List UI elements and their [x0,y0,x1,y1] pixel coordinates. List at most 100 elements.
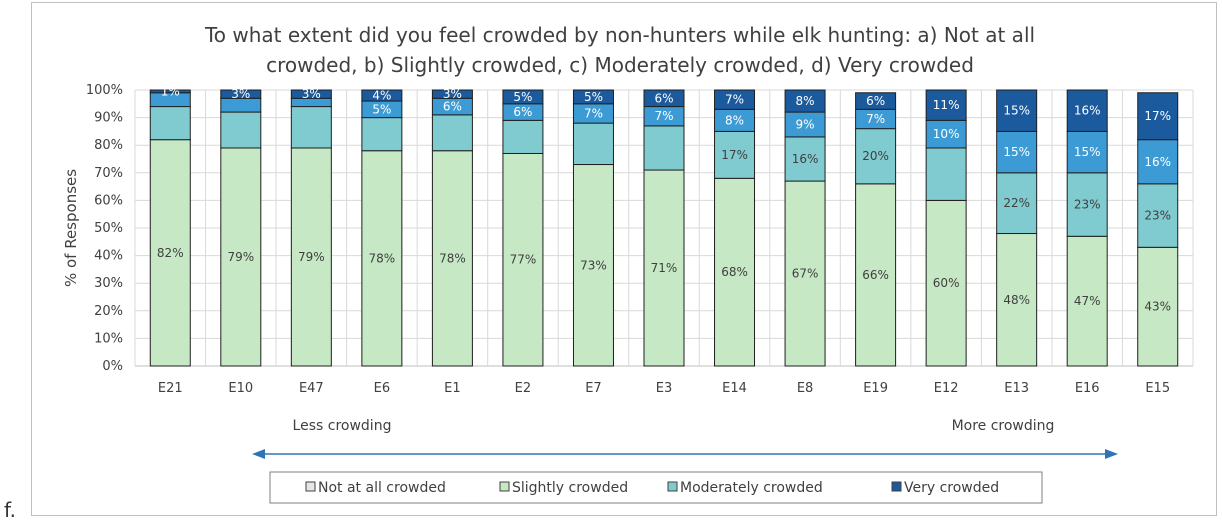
x-tick-label: E16 [1075,381,1100,396]
data-label: 78% [369,251,396,265]
data-label: 11% [933,98,960,112]
arrow-right-icon [1105,449,1118,459]
bar-segment [220,111,262,149]
data-label: 15% [1074,145,1101,159]
y-tick-label: 70% [94,166,123,181]
legend-box [269,471,1043,504]
data-label: 16% [1144,155,1171,169]
data-label: 6% [654,91,673,105]
bar-segment [220,147,262,367]
bar-stack-e6: 78% 5%4% [361,89,403,367]
y-tick-label: 80% [94,138,123,153]
bar-segment [502,89,544,105]
y-tick-label: 30% [94,276,123,291]
bar-segment [1066,172,1108,237]
data-label: 10% [933,127,960,141]
bar-stack-e12: 60% 10% 11% [925,89,967,367]
data-label: 77% [510,253,537,267]
y-axis-ticks: 0% 10% 20% 30% 40% 50% 60% 70% 80% 90% 100% [86,83,123,374]
bar-segment [220,89,262,99]
x-tick-label: E8 [797,381,814,396]
bar-stack-e8: 67% 16% 9% 8% [784,89,826,367]
bar-segment [149,89,191,94]
bar-segment [855,92,897,110]
y-axis-label: % of Responses [62,169,80,287]
x-tick-label: E14 [722,381,747,396]
bar-segment [996,233,1038,367]
y-tick-label: 90% [94,111,123,126]
bar-segment [502,152,544,367]
chart-title-line-2: crowded, b) Slightly crowded, c) Moderat… [266,53,974,77]
y-tick-label: 60% [94,193,123,208]
bar-stack-e1: 78% 6%3% [431,87,473,367]
data-label: 79% [227,250,254,264]
bar-segment [643,125,685,171]
data-label: 3% [302,87,321,101]
data-label: 3% [443,87,462,101]
bar-stack-e7: 73% 7% 5% [572,89,614,367]
bar-stack-e2: 77% 6%5% [502,89,544,367]
data-label: 73% [580,258,607,272]
bar-segment [925,89,967,121]
x-tick-label: E21 [158,381,183,396]
bar-segment [431,89,473,99]
y-tick-label: 10% [94,331,123,346]
data-label: 82% [157,246,184,260]
data-label: 78% [439,251,466,265]
bar-stack-e16: 47% 23% 15% 16% [1066,89,1108,367]
legend-swatch [305,481,316,492]
data-label: 6% [866,94,885,108]
bar-segment [643,169,685,367]
y-tick-label: 0% [102,359,123,374]
data-label: 8% [796,94,815,108]
data-label: 60% [933,276,960,290]
data-label: 15% [1003,104,1030,118]
data-label: 5% [584,90,603,104]
legend-label: Not at all crowded [318,480,446,496]
y-tick-label: 40% [94,249,123,264]
data-label: 3% [231,87,250,101]
data-label: 43% [1144,300,1171,314]
x-tick-label: E47 [299,381,324,396]
legend: Not at all crowded Slightly crowded Modera… [305,480,999,496]
bar-segment [925,119,967,149]
data-label: 66% [862,268,889,282]
data-label: 71% [651,261,678,275]
bar-segment [1137,139,1179,185]
data-label: 1% [161,84,180,98]
data-label: 7% [725,93,744,107]
annotation-less-crowding: Less crowding [293,418,392,434]
bar-segment [149,106,191,141]
data-label: 68% [721,265,748,279]
bar-segment [784,111,826,138]
bar-segment [1137,92,1179,141]
data-label: 4% [372,89,391,103]
data-label: 9% [796,118,815,132]
data-label: 79% [298,250,325,264]
y-tick-label: 50% [94,221,123,236]
data-label: 47% [1074,294,1101,308]
data-label: 6% [513,105,532,119]
data-label: 17% [1144,109,1171,123]
x-tick-label: E12 [934,381,959,396]
data-label: 7% [584,106,603,120]
x-tick-label: E7 [585,381,602,396]
data-label: 16% [792,152,819,166]
bar-segment [290,106,332,149]
x-tick-label: E19 [863,381,888,396]
bars: 82%1%79%3%79%3%78%5%4%78%6%3%77%6%5%73%7… [149,84,1179,367]
bar-segment [1137,246,1179,367]
data-label: 48% [1003,293,1030,307]
bar-segment [643,89,685,108]
data-label: 23% [1144,209,1171,223]
arrow-left-icon [252,449,265,459]
legend-label: Very crowded [904,480,999,496]
bar-segment [290,89,332,99]
bar-stack-e19: 66% 20% 7% 6% [855,92,897,367]
x-tick-label: E13 [1004,381,1029,396]
y-tick-label: 100% [86,83,123,98]
data-label: 5% [372,102,391,116]
bar-segment [361,117,403,152]
bar-segment [714,177,756,367]
